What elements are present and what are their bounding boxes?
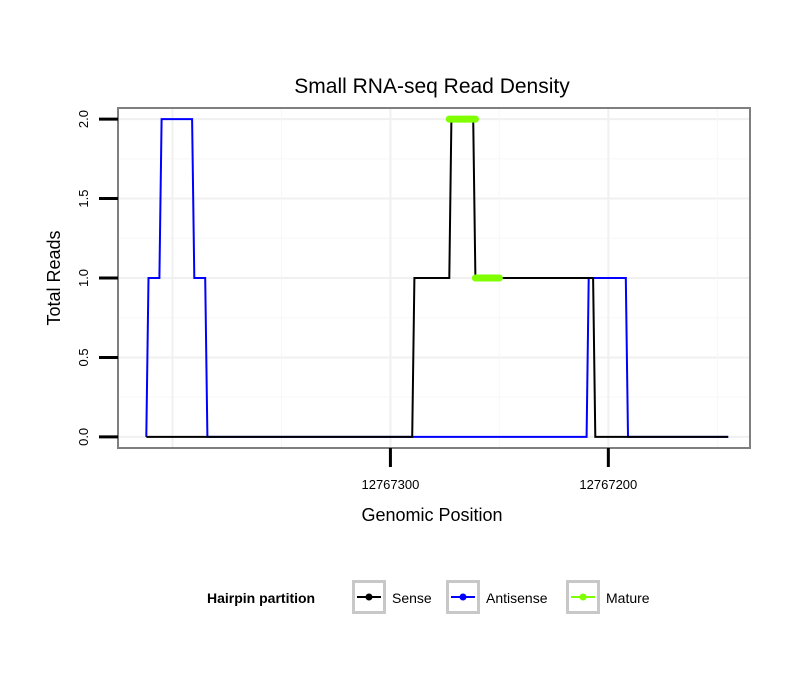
y-axis-title: Total Reads xyxy=(44,230,64,325)
legend-label: Antisense xyxy=(486,590,548,606)
y-tick-label: 2.0 xyxy=(76,110,91,128)
series-lines xyxy=(145,115,729,438)
y-axis: 0.0 0.5 1.0 1.5 2.0 xyxy=(76,110,118,446)
legend-label: Mature xyxy=(606,590,650,606)
x-tick-label: 12767200 xyxy=(579,477,637,492)
y-tick-label: 1.5 xyxy=(76,190,91,208)
legend-key-point xyxy=(579,593,587,601)
legend-key-point xyxy=(459,593,467,601)
x-tick-label: 12767300 xyxy=(361,477,419,492)
x-axis-title: Genomic Position xyxy=(361,505,502,525)
grid-lines xyxy=(118,108,750,448)
series-line-antisense xyxy=(145,118,729,438)
chart-title: Small RNA-seq Read Density xyxy=(294,75,570,98)
legend-label: Sense xyxy=(392,590,432,606)
y-tick-label: 1.0 xyxy=(76,269,91,287)
legend: Hairpin partition Sense Antisense Mature xyxy=(207,580,650,614)
legend-item-antisense: Antisense xyxy=(446,580,548,614)
legend-title: Hairpin partition xyxy=(207,590,315,606)
plot-panel xyxy=(117,107,751,449)
y-tick-label: 0.5 xyxy=(76,348,91,366)
legend-key-point xyxy=(365,593,373,601)
legend-item-sense: Sense xyxy=(352,580,432,614)
legend-item-mature: Mature xyxy=(566,580,650,614)
y-tick-label: 0.0 xyxy=(76,428,91,446)
x-axis: 12767300 12767200 xyxy=(361,448,637,492)
